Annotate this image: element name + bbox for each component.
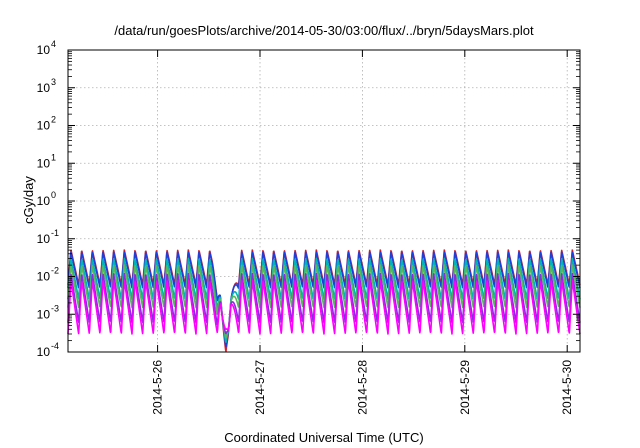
x-tick-label: 2014-5-28	[355, 360, 369, 415]
y-tick-exponent: 0	[51, 190, 56, 200]
y-tick-exponent: 3	[51, 77, 56, 87]
x-tick-label: 2014-5-27	[253, 360, 267, 415]
y-tick-exponent: 2	[51, 115, 56, 125]
y-tick-exponent: -1	[51, 228, 59, 238]
y-tick-label: 10	[37, 270, 51, 284]
series-line	[67, 279, 581, 335]
y-tick-label: 10	[37, 119, 51, 133]
y-tick-label: 10	[37, 307, 51, 321]
y-tick-label: 10	[37, 194, 51, 208]
y-tick-label: 10	[37, 43, 51, 57]
series-line	[67, 264, 581, 339]
series-line	[67, 251, 581, 348]
x-tick-label: 2014-5-26	[151, 360, 165, 415]
y-tick-exponent: 1	[51, 152, 56, 162]
x-axis-label: Coordinated Universal Time (UTC)	[224, 430, 423, 445]
y-tick-exponent: 4	[51, 39, 56, 49]
y-tick-exponent: -4	[51, 341, 59, 351]
x-tick-label: 2014-5-30	[560, 360, 574, 415]
y-tick-label: 10	[37, 232, 51, 246]
chart-title: /data/run/goesPlots/archive/2014-05-30/0…	[114, 23, 534, 38]
y-axis-label: cGy/day	[21, 176, 36, 224]
y-tick-label: 10	[37, 156, 51, 170]
data-series	[67, 249, 581, 352]
y-tick-exponent: -2	[51, 266, 59, 276]
y-tick-label: 10	[37, 81, 51, 95]
y-tick-exponent: -3	[51, 303, 59, 313]
y-tick-label: 10	[37, 345, 51, 359]
x-tick-label: 2014-5-29	[458, 360, 472, 415]
